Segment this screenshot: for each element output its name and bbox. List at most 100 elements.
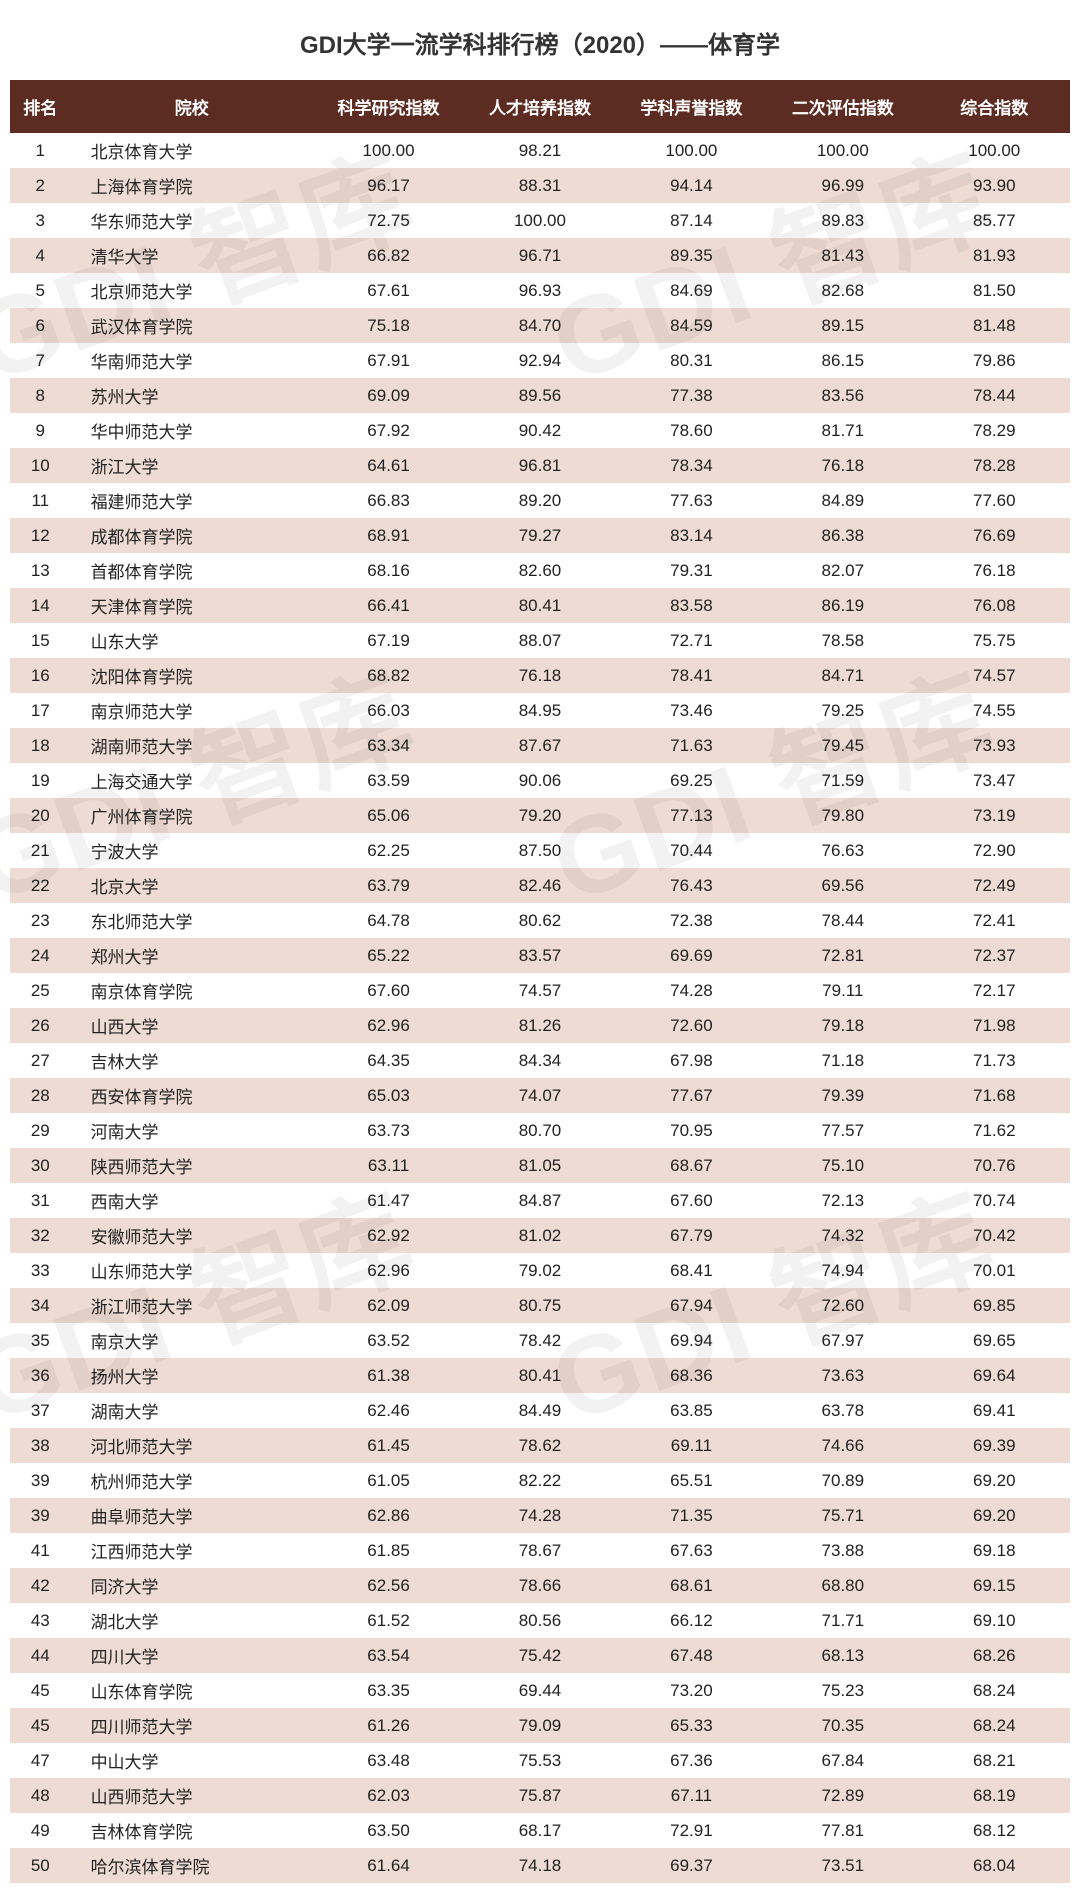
name-cell: 山西师范大学 <box>71 1778 313 1813</box>
name-cell: 四川大学 <box>71 1638 313 1673</box>
value-cell: 68.24 <box>919 1708 1070 1743</box>
name-cell: 成都体育学院 <box>71 518 313 553</box>
name-cell: 上海体育学院 <box>71 168 313 203</box>
value-cell: 67.11 <box>616 1778 767 1813</box>
value-cell: 67.97 <box>767 1323 918 1358</box>
value-cell: 70.89 <box>767 1463 918 1498</box>
value-cell: 73.47 <box>919 763 1070 798</box>
value-cell: 71.98 <box>919 1008 1070 1043</box>
value-cell: 73.88 <box>767 1533 918 1568</box>
value-cell: 72.71 <box>616 623 767 658</box>
table-row: 9华中师范大学67.9290.4278.6081.7178.29 <box>10 413 1070 448</box>
table-row: 32安徽师范大学62.9281.0267.7974.3270.42 <box>10 1218 1070 1253</box>
value-cell: 67.84 <box>767 1743 918 1778</box>
value-cell: 71.68 <box>919 1078 1070 1113</box>
value-cell: 94.14 <box>616 168 767 203</box>
table-row: 4清华大学66.8296.7189.3581.4381.93 <box>10 238 1070 273</box>
value-cell: 72.89 <box>767 1778 918 1813</box>
value-cell: 69.65 <box>919 1323 1070 1358</box>
rank-cell: 47 <box>10 1743 71 1778</box>
value-cell: 98.21 <box>464 133 615 168</box>
value-cell: 74.28 <box>464 1498 615 1533</box>
value-cell: 79.02 <box>464 1253 615 1288</box>
value-cell: 68.36 <box>616 1358 767 1393</box>
value-cell: 62.86 <box>313 1498 464 1533</box>
value-cell: 84.89 <box>767 483 918 518</box>
value-cell: 73.63 <box>767 1358 918 1393</box>
rank-cell: 32 <box>10 1218 71 1253</box>
value-cell: 62.46 <box>313 1393 464 1428</box>
table-row: 28西安体育学院65.0374.0777.6779.3971.68 <box>10 1078 1070 1113</box>
table-row: 50哈尔滨体育学院61.6474.1869.3773.5168.04 <box>10 1848 1070 1883</box>
value-cell: 70.74 <box>919 1183 1070 1218</box>
value-cell: 69.11 <box>616 1428 767 1463</box>
rank-cell: 50 <box>10 1848 71 1883</box>
value-cell: 73.19 <box>919 798 1070 833</box>
value-cell: 69.44 <box>464 1673 615 1708</box>
rank-cell: 22 <box>10 868 71 903</box>
value-cell: 77.38 <box>616 378 767 413</box>
value-cell: 70.95 <box>616 1113 767 1148</box>
value-cell: 82.22 <box>464 1463 615 1498</box>
value-cell: 61.05 <box>313 1463 464 1498</box>
value-cell: 77.57 <box>767 1113 918 1148</box>
table-row: 19上海交通大学63.5990.0669.2571.5973.47 <box>10 763 1070 798</box>
value-cell: 76.43 <box>616 868 767 903</box>
value-cell: 62.96 <box>313 1008 464 1043</box>
value-cell: 70.42 <box>919 1218 1070 1253</box>
value-cell: 67.94 <box>616 1288 767 1323</box>
value-cell: 87.50 <box>464 833 615 868</box>
table-row: 25南京体育学院67.6074.5774.2879.1172.17 <box>10 973 1070 1008</box>
value-cell: 69.20 <box>919 1498 1070 1533</box>
value-cell: 73.20 <box>616 1673 767 1708</box>
value-cell: 96.71 <box>464 238 615 273</box>
name-cell: 山东体育学院 <box>71 1673 313 1708</box>
name-cell: 南京体育学院 <box>71 973 313 1008</box>
value-cell: 78.41 <box>616 658 767 693</box>
rank-cell: 18 <box>10 728 71 763</box>
value-cell: 72.17 <box>919 973 1070 1008</box>
value-cell: 74.07 <box>464 1078 615 1113</box>
table-row: 45四川师范大学61.2679.0965.3370.3568.24 <box>10 1708 1070 1743</box>
table-row: 3华东师范大学72.75100.0087.1489.8385.77 <box>10 203 1070 238</box>
table-header-cell: 学科声誉指数 <box>616 80 767 133</box>
value-cell: 76.08 <box>919 588 1070 623</box>
value-cell: 67.61 <box>313 273 464 308</box>
name-cell: 山东大学 <box>71 623 313 658</box>
name-cell: 江西师范大学 <box>71 1533 313 1568</box>
value-cell: 96.99 <box>767 168 918 203</box>
ranking-table: 排名院校科学研究指数人才培养指数学科声誉指数二次评估指数综合指数 1北京体育大学… <box>10 80 1070 1883</box>
value-cell: 63.48 <box>313 1743 464 1778</box>
rank-cell: 30 <box>10 1148 71 1183</box>
value-cell: 84.95 <box>464 693 615 728</box>
value-cell: 100.00 <box>767 133 918 168</box>
value-cell: 79.11 <box>767 973 918 1008</box>
value-cell: 81.02 <box>464 1218 615 1253</box>
value-cell: 69.41 <box>919 1393 1070 1428</box>
value-cell: 78.58 <box>767 623 918 658</box>
value-cell: 90.42 <box>464 413 615 448</box>
name-cell: 宁波大学 <box>71 833 313 868</box>
table-row: 44四川大学63.5475.4267.4868.1368.26 <box>10 1638 1070 1673</box>
value-cell: 65.51 <box>616 1463 767 1498</box>
value-cell: 67.36 <box>616 1743 767 1778</box>
table-header-cell: 人才培养指数 <box>464 80 615 133</box>
value-cell: 79.45 <box>767 728 918 763</box>
value-cell: 70.44 <box>616 833 767 868</box>
value-cell: 62.25 <box>313 833 464 868</box>
rank-cell: 24 <box>10 938 71 973</box>
name-cell: 湖南大学 <box>71 1393 313 1428</box>
name-cell: 武汉体育学院 <box>71 308 313 343</box>
value-cell: 72.60 <box>767 1288 918 1323</box>
value-cell: 78.62 <box>464 1428 615 1463</box>
value-cell: 71.71 <box>767 1603 918 1638</box>
value-cell: 88.07 <box>464 623 615 658</box>
name-cell: 浙江师范大学 <box>71 1288 313 1323</box>
value-cell: 61.64 <box>313 1848 464 1883</box>
rank-cell: 49 <box>10 1813 71 1848</box>
value-cell: 69.69 <box>616 938 767 973</box>
value-cell: 69.15 <box>919 1568 1070 1603</box>
value-cell: 65.03 <box>313 1078 464 1113</box>
value-cell: 67.60 <box>616 1183 767 1218</box>
name-cell: 清华大学 <box>71 238 313 273</box>
